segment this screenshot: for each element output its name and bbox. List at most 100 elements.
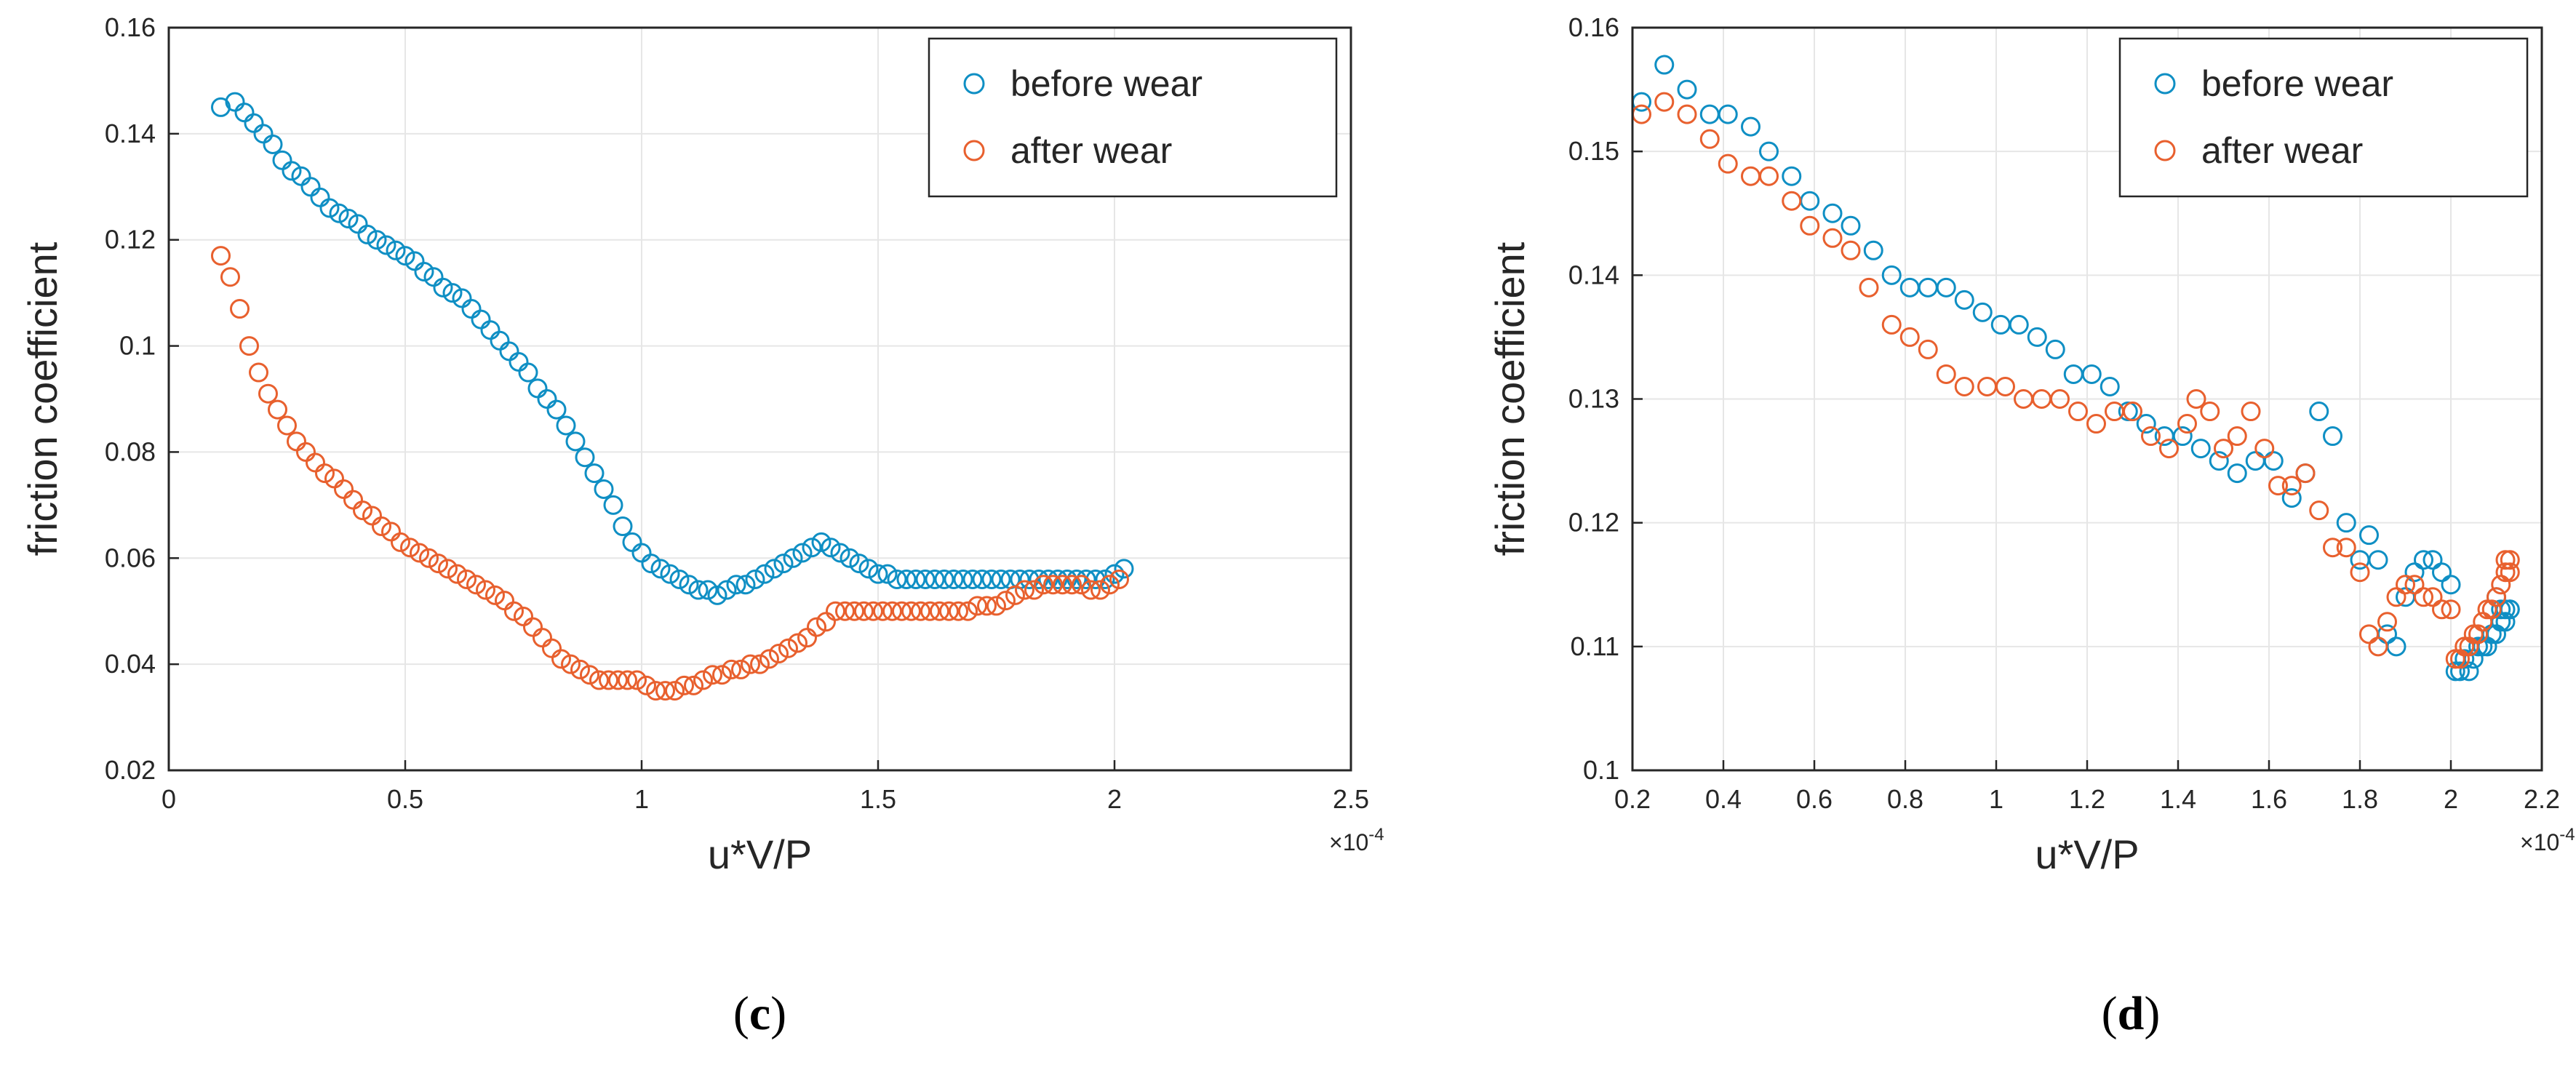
marker-before-c-24 (442, 283, 463, 303)
marker-after-d-9 (1822, 228, 1843, 248)
marker-before-c-15 (357, 224, 378, 244)
marker-after-c-39 (580, 665, 599, 685)
marker-after-c-42 (608, 670, 628, 690)
marker-before-d-11 (1863, 240, 1883, 260)
x-tick-labels-d: 0.2 0.4 0.6 0.8 1 1.2 1.4 1.6 1.8 2 2.2 (1614, 784, 2560, 814)
marker-before-c-51 (698, 580, 718, 600)
marker-after-c-5 (258, 383, 278, 404)
marker-before-d-40 (2359, 525, 2379, 546)
marker-before-d-17 (1972, 302, 1993, 322)
marker-before-c-67 (849, 554, 869, 574)
marker-before-c-64 (821, 538, 841, 558)
marker-after-c-90 (1062, 575, 1082, 595)
chart-panel-c: 0 0.5 1 1.5 2 2.5 0.02 0.04 0.06 0.08 0.1 0.12 0.14… (20, 12, 1384, 1040)
marker-after-d-11 (1859, 277, 1879, 298)
marker-after-c-58 (759, 649, 779, 669)
marker-before-d-4 (1718, 104, 1738, 124)
marker-after-c-69 (864, 601, 883, 621)
y-tick-labels-c: 0.02 0.04 0.06 0.08 0.1 0.12 0.14 0.16 (105, 12, 156, 785)
marker-before-c-57 (754, 564, 775, 584)
marker-before-d-28 (2172, 426, 2193, 447)
x-tick-label-c-0: 0 (162, 784, 176, 814)
marker-before-c-88 (1048, 569, 1068, 589)
x-tick-label-c-3: 1.5 (860, 784, 896, 814)
legend-c: before wear after wear (928, 37, 1338, 198)
y-tick-label-d-2: 0.12 (1568, 508, 1619, 538)
y-axis-label-d: friction coefficient (1487, 241, 1533, 556)
marker-after-c-38 (570, 659, 590, 679)
marker-after-c-92 (1081, 580, 1101, 600)
marker-before-d-23 (2081, 364, 2102, 384)
marker-after-c-70 (873, 601, 893, 621)
marker-after-c-15 (353, 500, 372, 521)
marker-after-c-26 (457, 569, 476, 589)
x-tick-label-d-6: 1.4 (2160, 784, 2196, 814)
marker-after-d-10 (1841, 240, 1861, 260)
marker-after-c-27 (466, 575, 486, 595)
marker-after-c-51 (693, 670, 713, 690)
marker-before-c-58 (764, 559, 784, 579)
legend-marker-after-c (963, 140, 985, 161)
marker-after-d-57 (2468, 624, 2488, 644)
marker-after-c-78 (949, 601, 968, 621)
caption-letter-c: c (749, 987, 770, 1040)
marker-after-c-31 (504, 601, 524, 621)
marker-after-c-79 (958, 601, 978, 621)
marker-before-c-56 (745, 569, 765, 589)
marker-after-c-6 (268, 399, 287, 420)
x-exponent-power-d: -4 (2559, 825, 2575, 845)
marker-before-d-10 (1841, 215, 1861, 236)
marker-after-c-28 (476, 580, 495, 600)
marker-before-c-90 (1066, 569, 1087, 589)
y-tick-label-d-3: 0.13 (1568, 384, 1619, 414)
marker-after-c-24 (438, 559, 458, 579)
legend-marker-before-c (963, 73, 985, 95)
x-tick-label-d-3: 0.8 (1887, 784, 1923, 814)
marker-after-c-83 (996, 591, 1016, 611)
series-after-wear-c (211, 246, 1129, 701)
marker-after-c-52 (703, 665, 722, 685)
marker-after-c-43 (618, 670, 637, 690)
x-axis-label-d: u*V/P (2035, 831, 2139, 877)
y-tick-labels-d: 0.1 0.11 0.12 0.13 0.14 0.15 0.16 (1568, 12, 1619, 785)
series-before-wear-c (211, 92, 1134, 605)
x-tick-label-d-7: 1.6 (2251, 784, 2287, 814)
marker-after-d-27 (2159, 439, 2179, 459)
marker-before-d-34 (2281, 488, 2302, 508)
legend-label-before-d: before wear (2201, 63, 2393, 104)
marker-before-d-21 (2045, 339, 2065, 359)
x-tick-label-d-5: 1.2 (2069, 784, 2105, 814)
marker-before-c-37 (565, 431, 586, 452)
marker-after-d-37 (2295, 463, 2316, 484)
marker-after-d-36 (2281, 476, 2302, 496)
marker-after-c-94 (1100, 575, 1120, 595)
legend-label-after-c: after wear (1010, 130, 1172, 171)
marker-after-c-89 (1053, 575, 1072, 595)
y-tick-label-d-5: 0.15 (1568, 136, 1619, 166)
marker-before-c-23 (433, 277, 453, 298)
marker-after-c-57 (750, 654, 770, 674)
marker-before-c-40 (594, 479, 614, 499)
x-tick-label-d-10: 2.2 (2524, 784, 2560, 814)
y-tick-label-d-6: 0.16 (1568, 12, 1619, 42)
marker-after-d-60 (2481, 599, 2502, 620)
marker-after-c-86 (1024, 580, 1044, 600)
marker-before-c-16 (367, 230, 387, 250)
marker-after-c-75 (920, 601, 940, 621)
y-tick-label-c-5: 0.12 (105, 225, 156, 255)
marker-before-c-92 (1085, 569, 1106, 589)
marker-before-c-46 (650, 559, 671, 579)
legend-box-c (928, 37, 1338, 198)
marker-before-d-26 (2136, 414, 2156, 434)
series-after-wear-d (1632, 92, 2520, 669)
marker-after-d-12 (1881, 314, 1902, 335)
marker-before-d-41 (2368, 550, 2388, 570)
marker-before-c-59 (773, 554, 794, 574)
marker-before-d-7 (1782, 166, 1802, 186)
marker-before-c-81 (981, 569, 1002, 589)
marker-after-d-33 (2241, 402, 2261, 422)
marker-before-c-35 (546, 399, 567, 420)
marker-before-c-47 (660, 564, 680, 584)
marker-before-c-70 (877, 564, 898, 584)
marker-after-c-67 (845, 601, 864, 621)
